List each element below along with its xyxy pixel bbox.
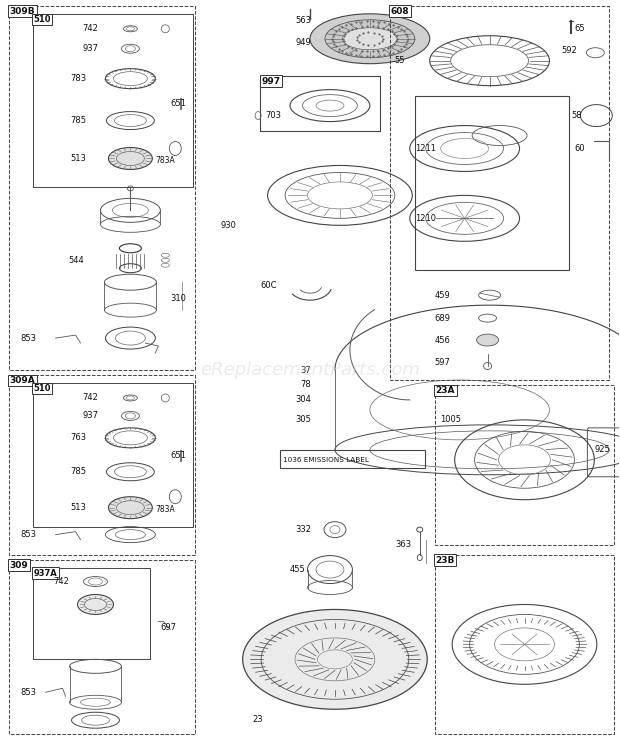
Text: 689: 689	[435, 314, 451, 323]
Text: 742: 742	[82, 24, 99, 33]
Bar	[33, 568, 151, 659]
Text: 703: 703	[265, 111, 281, 120]
Text: 597: 597	[435, 357, 451, 366]
Text: 785: 785	[71, 116, 87, 125]
Text: 563: 563	[295, 16, 311, 25]
Text: 1036 EMISSIONS LABEL: 1036 EMISSIONS LABEL	[283, 457, 369, 462]
Text: 305: 305	[295, 415, 311, 424]
Text: 309A: 309A	[10, 376, 35, 385]
Ellipse shape	[108, 497, 153, 519]
Ellipse shape	[108, 147, 153, 169]
Text: 459: 459	[435, 291, 451, 300]
Bar	[9, 6, 195, 370]
Text: 763: 763	[71, 434, 87, 443]
Text: 23B: 23B	[436, 556, 455, 565]
Text: 363: 363	[395, 540, 411, 549]
Text: 55: 55	[395, 56, 405, 65]
Text: 937: 937	[82, 44, 99, 53]
Text: 1005: 1005	[440, 415, 461, 424]
Text: 1210: 1210	[415, 214, 436, 223]
Text: 60: 60	[574, 144, 585, 153]
Bar	[260, 75, 380, 130]
Text: 78: 78	[300, 380, 311, 389]
Text: 309: 309	[10, 561, 29, 570]
Text: 592: 592	[562, 46, 577, 56]
Ellipse shape	[242, 610, 427, 709]
Text: 332: 332	[295, 525, 311, 534]
Bar	[435, 385, 614, 545]
Text: 304: 304	[295, 395, 311, 405]
Text: 651: 651	[170, 99, 186, 108]
Text: 937: 937	[82, 411, 99, 420]
Text: 997: 997	[261, 77, 280, 86]
Text: 309B: 309B	[10, 7, 35, 16]
Text: 651: 651	[170, 451, 186, 460]
Bar	[415, 95, 569, 270]
Bar	[33, 383, 193, 527]
Text: 742: 742	[53, 577, 69, 586]
Text: 510: 510	[33, 384, 51, 393]
Text: 544: 544	[69, 256, 84, 265]
Text: 23A: 23A	[436, 386, 455, 395]
Text: 37: 37	[300, 366, 311, 374]
Text: 456: 456	[435, 335, 451, 345]
Ellipse shape	[310, 14, 430, 64]
Text: 510: 510	[33, 15, 51, 24]
Text: 23: 23	[252, 715, 263, 724]
Ellipse shape	[342, 28, 397, 50]
Text: 853: 853	[20, 334, 37, 343]
Text: 60C: 60C	[260, 280, 277, 289]
Text: 608: 608	[391, 7, 409, 16]
Bar	[390, 6, 609, 380]
Text: 783A: 783A	[156, 156, 175, 165]
Ellipse shape	[325, 20, 415, 58]
Bar	[435, 554, 614, 734]
Text: 742: 742	[82, 394, 99, 403]
Text: 853: 853	[20, 530, 37, 539]
Text: 783A: 783A	[156, 505, 175, 514]
Text: 513: 513	[71, 503, 86, 512]
Text: 455: 455	[290, 565, 306, 574]
Bar	[280, 450, 425, 468]
Text: 930: 930	[220, 221, 236, 230]
Text: eReplacementParts.com: eReplacementParts.com	[200, 361, 420, 379]
Text: 513: 513	[71, 154, 86, 163]
Text: 783: 783	[71, 74, 87, 83]
Text: 853: 853	[20, 687, 37, 697]
Text: 65: 65	[574, 24, 585, 33]
Text: 937A: 937A	[33, 568, 58, 577]
Text: 697: 697	[161, 623, 176, 632]
Text: 949: 949	[295, 38, 311, 47]
Text: 925: 925	[595, 445, 610, 454]
Text: 785: 785	[71, 467, 87, 477]
Bar	[9, 375, 195, 554]
Bar	[9, 559, 195, 734]
Text: 1211: 1211	[415, 144, 436, 153]
Bar	[33, 14, 193, 187]
Ellipse shape	[477, 334, 498, 346]
Text: 310: 310	[170, 294, 186, 303]
Text: 58: 58	[572, 111, 582, 120]
Ellipse shape	[78, 594, 113, 614]
